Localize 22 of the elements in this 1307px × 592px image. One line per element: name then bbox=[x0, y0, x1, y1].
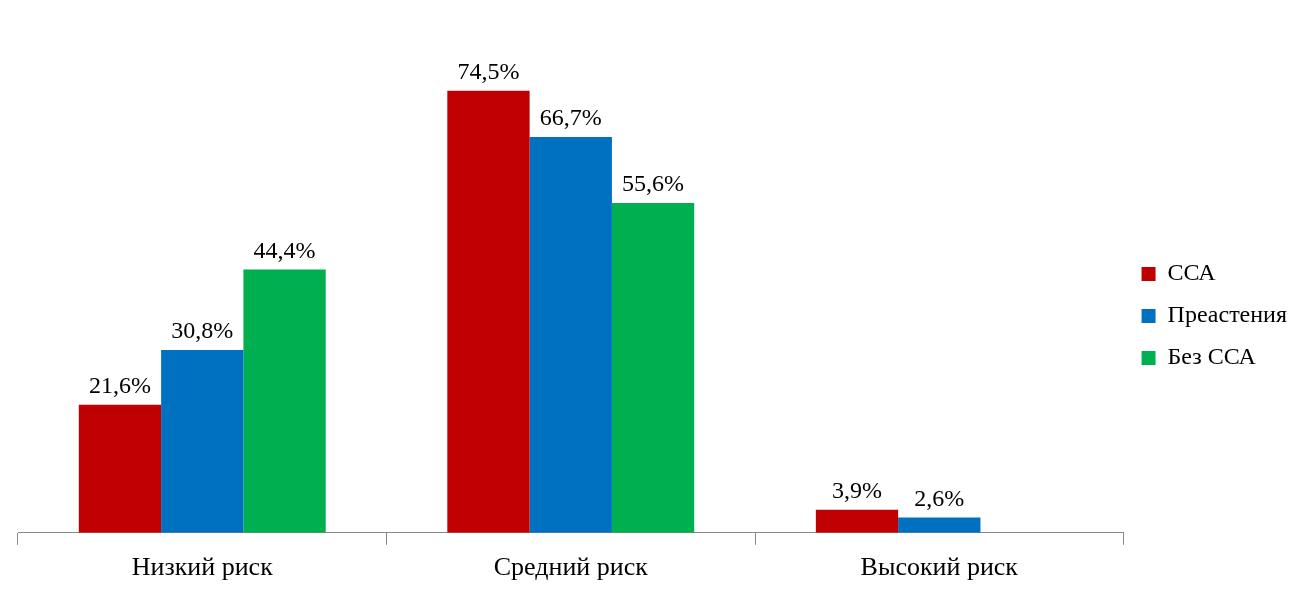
legend-label: Преастения bbox=[1167, 301, 1287, 328]
data-label: 30,8% bbox=[171, 317, 234, 344]
x-tick-label: Средний риск bbox=[493, 552, 649, 582]
bar bbox=[611, 202, 695, 533]
bar bbox=[78, 404, 162, 533]
legend-label: ССА bbox=[1167, 259, 1217, 286]
data-label: 21,6% bbox=[88, 371, 151, 398]
bar bbox=[161, 350, 244, 533]
x-tick-label: Низкий риск bbox=[131, 552, 274, 582]
legend-label: Без ССА bbox=[1167, 343, 1257, 370]
data-label: 44,4% bbox=[253, 236, 316, 263]
data-label: 3,9% bbox=[831, 476, 882, 503]
data-label: 66,7% bbox=[539, 104, 602, 131]
data-label: 2,6% bbox=[914, 484, 965, 511]
bar bbox=[898, 517, 981, 533]
bar bbox=[243, 269, 326, 533]
bar bbox=[529, 137, 612, 533]
bar bbox=[447, 90, 530, 533]
data-label: 55,6% bbox=[622, 170, 685, 197]
data-label: 74,5% bbox=[457, 58, 520, 85]
x-tick-label: Высокий риск bbox=[860, 552, 1019, 582]
bar bbox=[815, 509, 899, 533]
